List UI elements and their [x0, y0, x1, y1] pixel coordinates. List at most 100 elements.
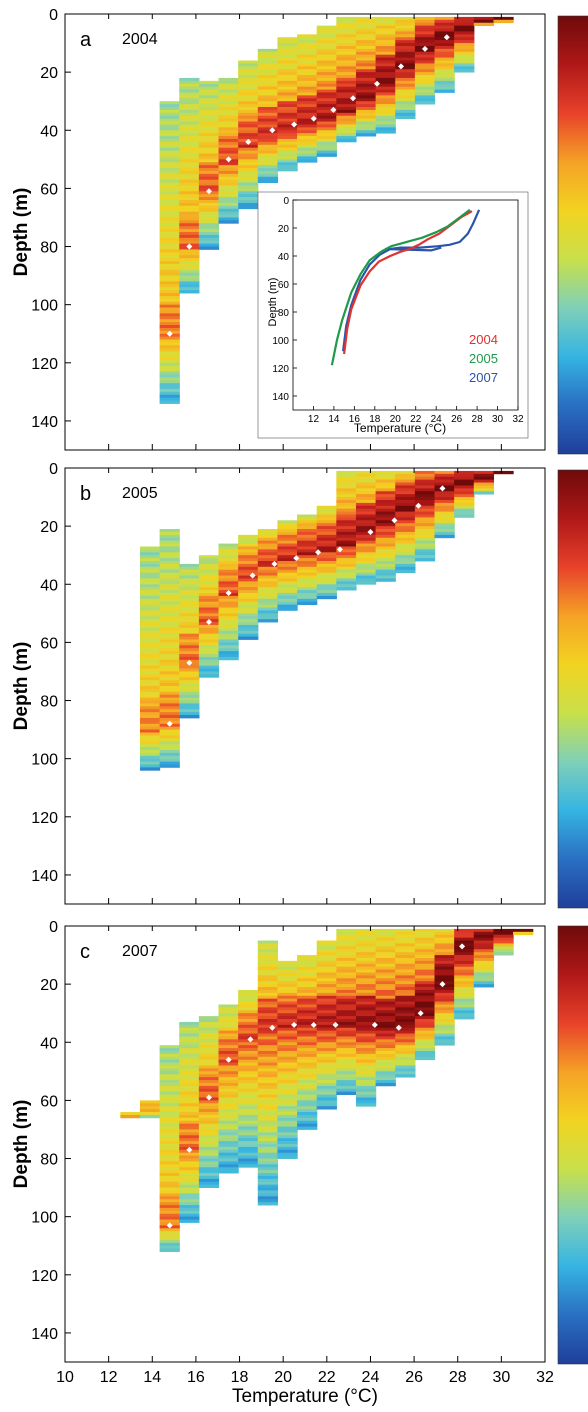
heatmap-cell	[355, 22, 377, 27]
heatmap-cell	[198, 1062, 220, 1066]
heatmap-cell	[395, 104, 416, 108]
heatmap-cell	[414, 1033, 436, 1037]
heatmap-cell	[257, 972, 279, 976]
heatmap-cell	[159, 531, 180, 536]
heatmap-cell	[179, 202, 200, 207]
heatmap-cell	[238, 1071, 259, 1075]
heatmap-cell	[257, 531, 279, 536]
heatmap-cell	[159, 1231, 180, 1235]
inset-line-extra	[384, 246, 442, 252]
heatmap-cell	[355, 127, 377, 131]
heatmap-cell	[179, 1193, 200, 1197]
heatmap-cell	[395, 952, 416, 956]
heatmap-cell	[277, 1138, 298, 1142]
inset-x-tick-label: 12	[308, 414, 320, 425]
heatmap-cell	[316, 969, 337, 973]
heatmap-cell	[316, 1027, 337, 1032]
heatmap-cell	[179, 1117, 200, 1122]
heatmap-cell	[139, 1114, 161, 1119]
heatmap-cell	[218, 651, 239, 655]
heatmap-cell	[218, 622, 239, 626]
heatmap-cell	[159, 569, 180, 574]
heatmap-cell	[238, 1155, 259, 1159]
heatmap-cell	[257, 563, 279, 568]
heatmap-cell	[395, 511, 416, 515]
heatmap-cell	[297, 1117, 318, 1122]
heatmap-cell	[218, 581, 239, 585]
heatmap-cell	[159, 1109, 180, 1113]
heatmap-cell	[218, 558, 239, 562]
heatmap-cell	[316, 63, 337, 67]
heatmap-cell	[355, 92, 377, 96]
heatmap-cell	[297, 572, 318, 576]
heatmap-cell	[297, 587, 318, 591]
heatmap-cell	[454, 485, 475, 489]
heatmap-cell	[179, 595, 200, 600]
heatmap-cell	[493, 949, 514, 953]
heatmap-cell	[454, 497, 475, 501]
heatmap-cell	[257, 80, 279, 85]
heatmap-cell	[355, 943, 377, 947]
heatmap-cell	[336, 1004, 357, 1008]
heatmap-cell	[277, 37, 298, 41]
heatmap-cell	[336, 1074, 357, 1078]
heatmap-cell	[238, 115, 259, 120]
heatmap-cell	[238, 607, 259, 611]
heatmap-cell	[395, 563, 416, 568]
heatmap-cell	[297, 141, 318, 146]
heatmap-cell	[316, 1085, 337, 1090]
heatmap-cell	[355, 133, 377, 137]
heatmap-cell	[316, 1030, 337, 1034]
heatmap-cell	[238, 133, 259, 137]
heatmap-cell	[179, 95, 200, 99]
heatmap-cell	[159, 214, 180, 218]
heatmap-cell	[198, 1181, 220, 1186]
heatmap-cell	[414, 485, 436, 489]
panel-a-frame	[64, 13, 546, 451]
heatmap-cell	[355, 1056, 377, 1061]
heatmap-cell	[395, 502, 416, 507]
heatmap-cell	[395, 101, 416, 105]
heatmap-cell	[277, 95, 298, 99]
heatmap-cell	[257, 127, 279, 131]
heatmap-cell	[159, 1248, 180, 1252]
heatmap-cell	[179, 624, 200, 629]
heatmap-cell	[336, 1030, 357, 1034]
heatmap-cell	[336, 92, 357, 96]
heatmap-cell	[238, 566, 259, 571]
heatmap-cell	[375, 491, 396, 495]
heatmap-cell	[355, 77, 377, 82]
heatmap-cell	[336, 584, 357, 588]
heatmap-cell	[395, 51, 416, 56]
heatmap-cell	[198, 1059, 220, 1064]
heatmap-cell	[277, 127, 298, 131]
heatmap-cell	[159, 232, 180, 236]
heatmap-cell	[198, 124, 220, 128]
heatmap-cell	[198, 1173, 220, 1177]
heatmap-cell	[218, 109, 239, 114]
heatmap-cell	[159, 269, 180, 274]
heatmap-cell	[257, 86, 279, 90]
heatmap-cell	[198, 584, 220, 588]
heatmap-cell	[198, 1056, 220, 1061]
heatmap-cell	[375, 92, 396, 96]
heatmap-cell	[257, 946, 279, 950]
heatmap-cell	[454, 25, 475, 29]
heatmap-cell	[179, 188, 200, 192]
heatmap-cell	[198, 1039, 220, 1043]
heatmap-cell	[159, 630, 180, 635]
heatmap-cell	[218, 624, 239, 629]
heatmap-cell	[159, 1123, 180, 1127]
heatmap-cell	[198, 1120, 220, 1125]
heatmap-cell	[277, 1106, 298, 1110]
heatmap-cell	[218, 1004, 239, 1008]
heatmap-cell	[159, 1103, 180, 1107]
heatmap-cell	[257, 1039, 279, 1043]
heatmap-cell	[375, 543, 396, 547]
heatmap-cell	[297, 1024, 318, 1029]
heatmap-cell	[454, 470, 475, 475]
heatmap-cell	[198, 229, 220, 233]
heatmap-cell	[395, 1016, 416, 1020]
heatmap-cell	[179, 1062, 200, 1066]
